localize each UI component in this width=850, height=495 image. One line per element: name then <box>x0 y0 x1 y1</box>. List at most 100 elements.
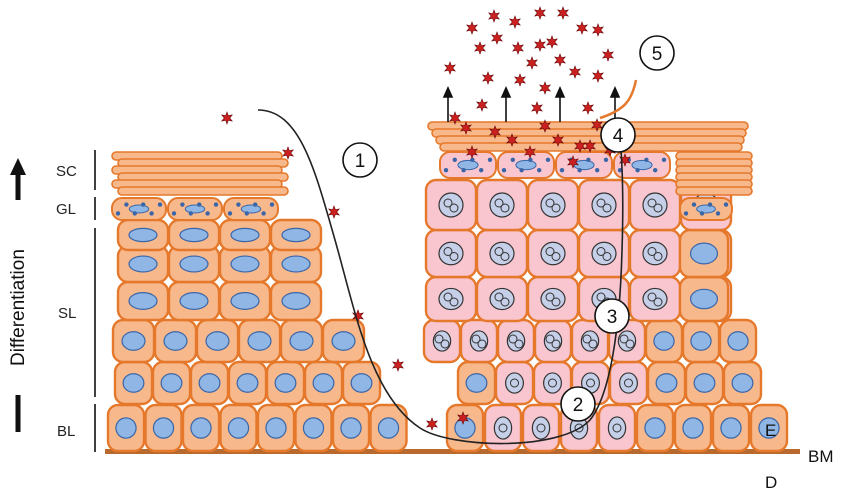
virion-star <box>506 133 518 147</box>
cell-nucleus <box>179 227 209 243</box>
viral-genome <box>514 339 524 349</box>
viral-genome <box>551 297 561 307</box>
layer-label-bl: BL <box>57 423 75 440</box>
viral-genome <box>653 297 663 307</box>
virion-star <box>569 65 581 79</box>
viral-episome <box>574 423 584 433</box>
virion-star <box>534 6 546 20</box>
step-number-3: 3 <box>607 307 618 328</box>
layer-label-gl: GL <box>56 201 76 218</box>
step-marker-5: 5 <box>639 35 675 71</box>
normal-epithelium <box>106 151 408 453</box>
cell-nucleus <box>515 159 537 171</box>
cell-nucleus <box>281 227 311 243</box>
cell-nucleus <box>331 331 356 351</box>
infected-nucleus <box>607 416 627 440</box>
infected-nucleus <box>531 416 551 440</box>
cell-nucleus <box>465 373 488 393</box>
cell-nucleus <box>693 373 716 393</box>
virion-star <box>466 21 478 35</box>
keratohyalin-granule <box>188 211 193 216</box>
viral-genome <box>602 203 612 213</box>
viral-episome <box>548 378 557 388</box>
keratohyalin-granule <box>470 157 475 162</box>
cell-nucleus <box>240 204 262 214</box>
infected-nucleus <box>619 372 638 394</box>
cell-nucleus <box>312 373 335 393</box>
keratohyalin-granule <box>510 157 515 162</box>
virion-star <box>444 61 456 75</box>
keratohyalin-granule <box>595 168 600 173</box>
viral-genome <box>449 252 459 261</box>
virion-star <box>460 121 472 135</box>
basement-membrane-label: BM <box>808 447 834 466</box>
keratohyalin-granule <box>603 157 609 162</box>
keratohyalin-granule <box>635 168 640 173</box>
cell-nucleus <box>227 417 250 439</box>
viral-genome <box>500 252 510 261</box>
step-number-5: 5 <box>652 44 663 65</box>
cell-nucleus <box>128 204 150 214</box>
keratohyalin-granule <box>461 168 466 173</box>
keratohyalin-granule <box>452 157 457 162</box>
viral-genome <box>545 334 555 344</box>
cell-nucleus <box>179 255 209 273</box>
keratohyalin-granule <box>157 202 163 207</box>
viral-genome <box>494 247 504 256</box>
viral-genome <box>477 339 487 349</box>
infected-nucleus <box>505 372 524 394</box>
keratohyalin-granule <box>205 211 210 216</box>
viral-genome <box>443 198 453 208</box>
keratohyalin-granule <box>443 168 449 173</box>
virion-star <box>221 111 233 125</box>
viral-genome <box>443 247 453 256</box>
virion-star <box>567 155 579 169</box>
viral-genome <box>545 198 555 208</box>
cell-nucleus <box>265 417 287 439</box>
virion-star <box>591 118 603 132</box>
viral-genome <box>449 203 459 213</box>
keratohyalin-granule <box>269 202 275 207</box>
cell-nucleus <box>247 331 272 351</box>
virion-release-arrows <box>442 86 621 122</box>
keratohyalin-granule <box>723 202 729 207</box>
differentiation-label: Differentiation <box>8 249 29 366</box>
step-number-1: 1 <box>355 151 366 172</box>
cell-nucleus <box>281 255 311 273</box>
keratohyalin-granule <box>213 202 219 207</box>
layer-label-sl: SL <box>58 305 76 322</box>
virion-star <box>602 48 614 62</box>
viral-genome <box>508 334 518 344</box>
keratohyalin-granule <box>644 157 649 162</box>
corneocyte <box>675 186 753 196</box>
viral-genome <box>551 252 561 261</box>
step-number-2: 2 <box>573 395 584 416</box>
keratohyalin-granule <box>617 168 623 173</box>
virion-star <box>582 101 594 115</box>
virion-star <box>449 111 461 125</box>
keratohyalin-granule <box>253 202 258 207</box>
keratohyalin-granule <box>479 168 484 173</box>
virion-star <box>531 101 543 115</box>
cell-nucleus <box>350 373 373 393</box>
cell-nucleus <box>302 417 325 439</box>
cell-nucleus <box>274 373 297 393</box>
epidermis-label: E <box>765 421 776 440</box>
viral-episome <box>498 423 508 433</box>
step-marker-2: 2 <box>560 386 596 422</box>
viral-genome <box>619 334 629 344</box>
keratohyalin-granule <box>537 168 542 173</box>
virion-star <box>488 9 500 23</box>
virion-star <box>546 35 558 49</box>
infection-path-curve <box>257 109 624 445</box>
keratohyalin-granule <box>180 202 185 207</box>
viral-genome <box>494 292 504 302</box>
cell-nucleus <box>236 373 259 393</box>
keratohyalin-granule <box>115 211 121 216</box>
viral-genome <box>647 292 657 302</box>
keratohyalin-granule <box>197 202 202 207</box>
virion-star <box>474 41 486 55</box>
keratohyalin-granule <box>528 157 533 162</box>
virion-star <box>554 53 566 67</box>
